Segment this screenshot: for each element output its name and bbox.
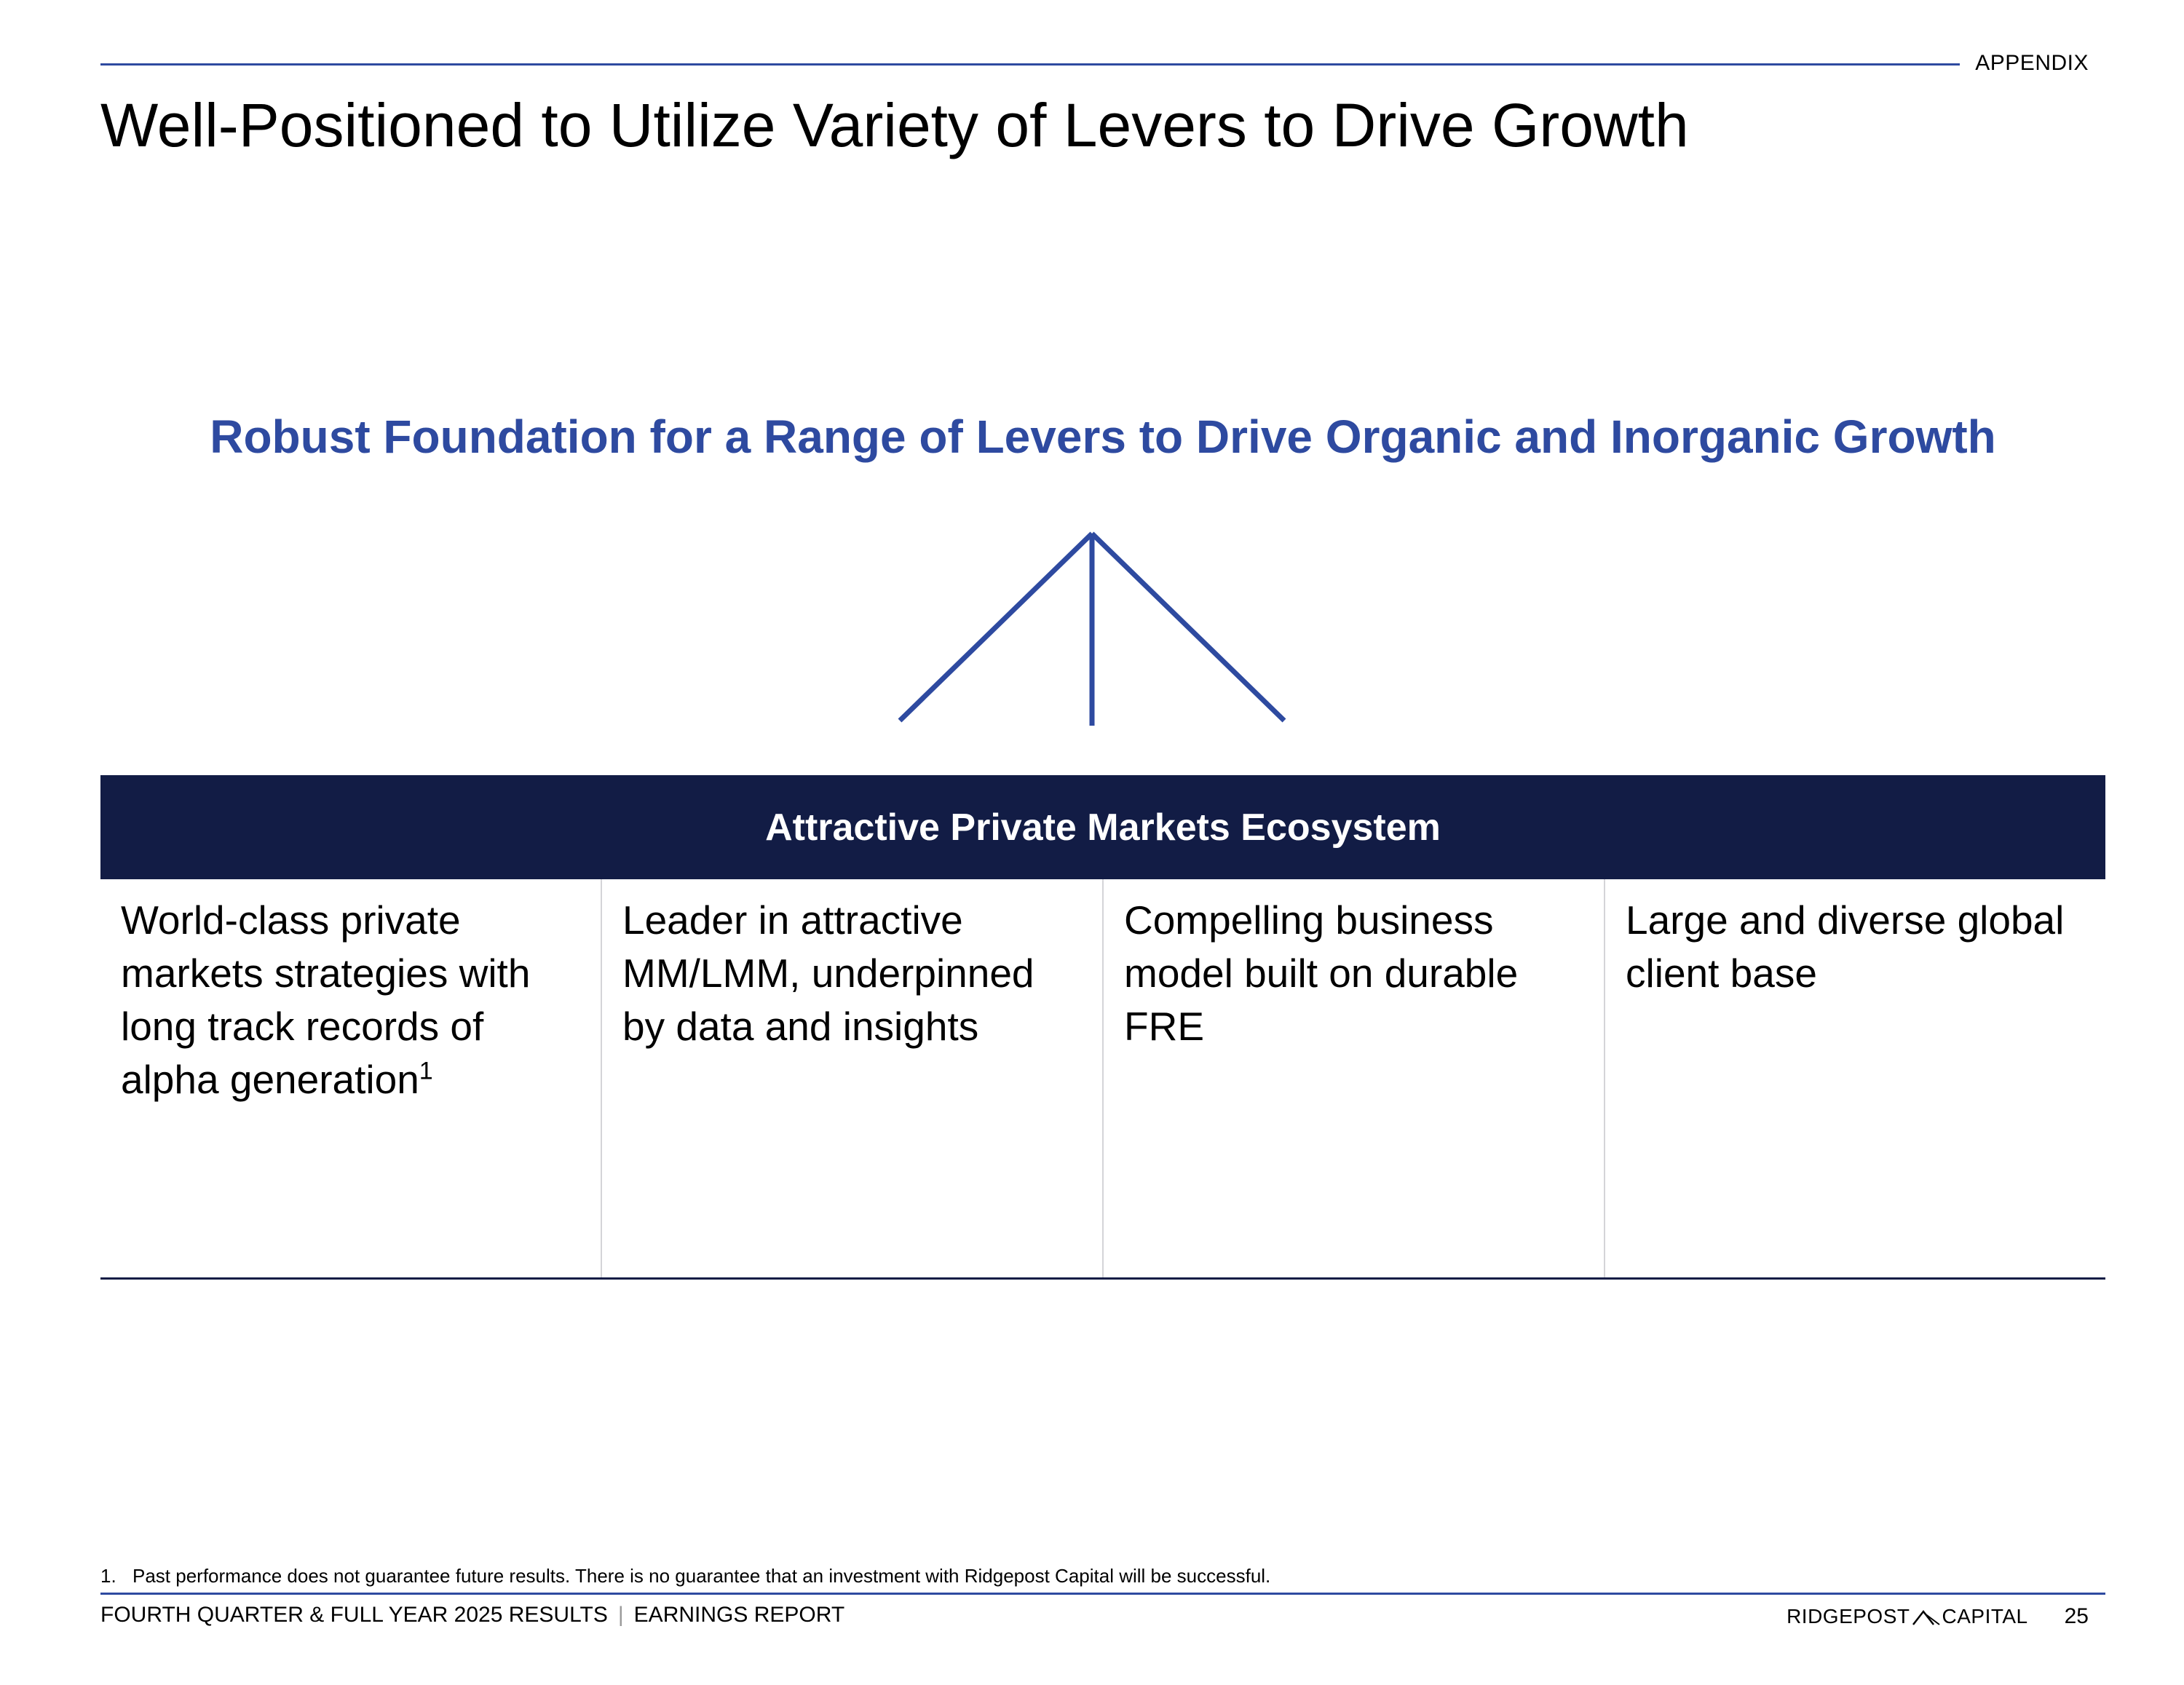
pillars-row: World-class private markets strategies w… — [100, 879, 2105, 1280]
pillar-text: Large and diverse global client base — [1626, 897, 2065, 996]
pillar-business-model: Compelling business model built on durab… — [1102, 879, 1604, 1277]
mountain-icon — [1912, 1609, 1940, 1625]
report-type: EARNINGS REPORT — [633, 1603, 845, 1627]
footnote: 1. Past performance does not guarantee fu… — [100, 1565, 1270, 1587]
levers-arrow-diagram — [898, 531, 1286, 726]
pillar-client-base: Large and diverse global client base — [1604, 879, 2105, 1277]
report-title: FOURTH QUARTER & FULL YEAR 2025 RESULTS — [100, 1603, 608, 1627]
ecosystem-title: Attractive Private Markets Ecosystem — [765, 806, 1441, 849]
page-number: 25 — [2064, 1604, 2089, 1628]
ecosystem-banner: Attractive Private Markets Ecosystem — [100, 775, 2105, 879]
footer-report-info: FOURTH QUARTER & FULL YEAR 2025 RESULTS |… — [100, 1603, 844, 1627]
footnote-ref: 1 — [419, 1057, 433, 1085]
footnote-number: 1. — [100, 1565, 116, 1587]
footer-separator: | — [617, 1603, 624, 1627]
company-logo: RIDGEPOST CAPITAL — [1787, 1605, 2028, 1628]
pillar-strategies: World-class private markets strategies w… — [100, 879, 601, 1277]
pillar-leadership: Leader in attractive MM/LMM, underpinned… — [601, 879, 1102, 1277]
footer-rule — [100, 1593, 2105, 1595]
logo-text-left: RIDGEPOST — [1787, 1605, 1910, 1627]
subheading: Robust Foundation for a Range of Levers … — [210, 411, 1996, 463]
lever-line-right — [1090, 531, 1286, 723]
header-rule — [100, 63, 1960, 66]
pillar-text: Compelling business model built on durab… — [1124, 897, 1519, 1049]
logo-text-right: CAPITAL — [1942, 1605, 2028, 1627]
footnote-text: Past performance does not guarantee futu… — [132, 1565, 1271, 1587]
page-title: Well-Positioned to Utilize Variety of Le… — [100, 91, 1689, 159]
pillar-text: World-class private markets strategies w… — [121, 897, 531, 1102]
section-label: APPENDIX — [1975, 51, 2089, 75]
lever-line-left — [898, 531, 1094, 723]
footer-brand-area: RIDGEPOST CAPITAL 25 — [1787, 1604, 2089, 1629]
pillar-text: Leader in attractive MM/LMM, underpinned… — [622, 897, 1034, 1049]
